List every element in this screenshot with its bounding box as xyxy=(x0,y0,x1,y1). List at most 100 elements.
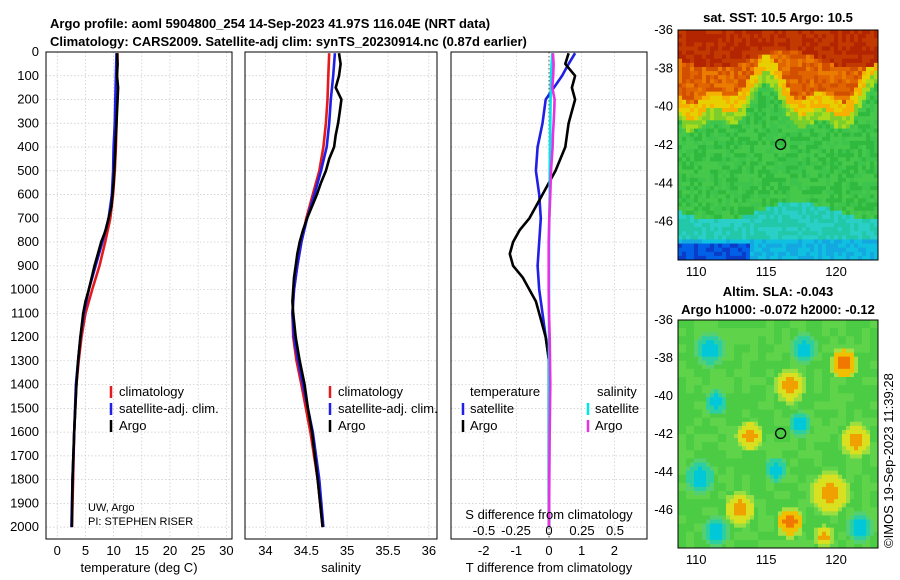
map-cell xyxy=(814,46,819,51)
map-cell xyxy=(822,169,827,175)
map-cell xyxy=(678,332,683,337)
map-cell xyxy=(850,251,855,257)
map-cell xyxy=(694,397,699,402)
map-cell xyxy=(830,377,835,382)
map-cell xyxy=(738,95,743,101)
map-cell xyxy=(682,30,687,35)
map-cell xyxy=(754,421,759,427)
map-cell xyxy=(770,128,775,134)
map-cell xyxy=(822,324,827,329)
map-cell xyxy=(746,161,751,166)
map-cell xyxy=(726,470,731,476)
map-cell xyxy=(826,450,831,455)
map-cell xyxy=(814,95,819,101)
map-cell xyxy=(814,425,819,431)
map-cell xyxy=(806,348,811,353)
map-cell xyxy=(758,368,763,374)
map-cell xyxy=(862,385,867,390)
map-cell xyxy=(710,458,715,463)
map-cell xyxy=(774,442,779,447)
map-cell xyxy=(734,145,739,150)
map-cell xyxy=(862,186,867,191)
map-cell xyxy=(786,454,791,459)
map-cell xyxy=(854,409,859,415)
map-cell xyxy=(834,38,839,43)
map-cell xyxy=(734,377,739,382)
map-cell xyxy=(746,377,751,382)
map-cell xyxy=(854,446,859,451)
map-cell xyxy=(810,169,815,175)
map-cell xyxy=(702,165,707,171)
map-cell xyxy=(850,454,855,459)
map-cell xyxy=(850,446,855,451)
map-cell xyxy=(694,91,699,97)
map-cell xyxy=(810,458,815,463)
map-cell xyxy=(726,66,731,72)
map-cell xyxy=(774,95,779,101)
map-cell xyxy=(726,71,731,76)
map-cell xyxy=(746,446,751,451)
map-cell xyxy=(726,235,731,240)
map-cell xyxy=(858,324,863,329)
map-cell xyxy=(854,153,859,158)
map-cell xyxy=(686,356,691,362)
map-cell xyxy=(698,128,703,134)
map-cell xyxy=(770,474,775,480)
map-cell xyxy=(798,348,803,353)
map-cell xyxy=(842,243,847,249)
map-cell xyxy=(730,251,735,257)
map-cell xyxy=(782,425,787,431)
map-cell xyxy=(794,474,799,480)
map-cell xyxy=(734,413,739,419)
map-cell xyxy=(830,393,835,398)
map-cell xyxy=(730,210,735,216)
map-cell xyxy=(726,454,731,459)
map-cell xyxy=(798,99,803,105)
map-cell xyxy=(742,108,747,113)
map-cell xyxy=(798,190,803,195)
map-cell xyxy=(746,381,751,386)
map-cell xyxy=(838,173,843,179)
map-cell xyxy=(754,368,759,374)
map-cell xyxy=(834,227,839,232)
map-cell xyxy=(742,364,747,370)
map-cell xyxy=(690,239,695,244)
map-cell xyxy=(806,223,811,228)
depth-tick-label: 500 xyxy=(17,163,39,178)
map-cell xyxy=(810,470,815,476)
map-cell xyxy=(842,458,847,463)
map-cell xyxy=(850,46,855,51)
map-cell xyxy=(798,214,803,220)
map-cell xyxy=(822,161,827,166)
map-cell xyxy=(782,401,787,406)
map-cell xyxy=(854,62,859,68)
map-cell xyxy=(774,157,779,162)
map-cell xyxy=(798,417,803,423)
map-cell xyxy=(874,149,879,154)
map-cell xyxy=(730,165,735,171)
map-cell xyxy=(738,112,743,117)
map-cell xyxy=(790,186,795,191)
map-cell xyxy=(702,413,707,419)
map-cell xyxy=(814,251,819,257)
map-cell xyxy=(734,320,739,325)
map-cell xyxy=(842,377,847,382)
x-tick-label: 34 xyxy=(258,543,272,558)
map-cell xyxy=(814,103,819,109)
map-cell xyxy=(846,58,851,64)
map-cell xyxy=(698,409,703,415)
map-cell xyxy=(858,231,863,236)
map-cell xyxy=(710,442,715,447)
map-cell xyxy=(850,368,855,374)
map-cell xyxy=(690,454,695,459)
map-cell xyxy=(702,385,707,390)
map-cell xyxy=(710,251,715,257)
map-cell xyxy=(682,46,687,51)
map-cell xyxy=(754,87,759,93)
map-cell xyxy=(758,177,763,183)
map-cell xyxy=(702,397,707,402)
map-cell xyxy=(746,458,751,463)
map-cell xyxy=(850,352,855,358)
map-cell xyxy=(694,239,699,244)
map-cell xyxy=(842,466,847,472)
